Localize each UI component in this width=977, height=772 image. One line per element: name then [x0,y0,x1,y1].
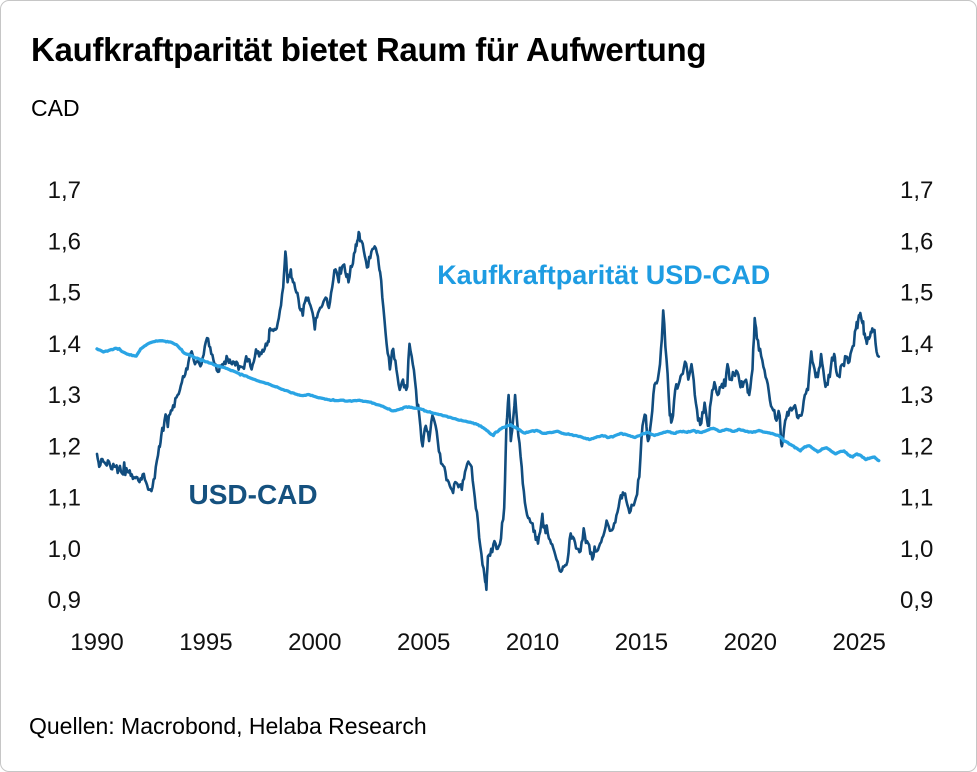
usdcad-series-line [95,230,881,592]
ppp-label: Kaufkraftparität USD-CAD [437,260,770,290]
y-tick-label-right: 1,0 [900,536,933,563]
y-tick-label-left: 1,0 [48,536,81,563]
source-attribution: Quellen: Macrobond, Helaba Research [29,713,427,739]
y-tick-label-left: 0,9 [48,587,81,614]
x-tick-label: 2015 [615,629,668,656]
y-tick-label-right: 1,3 [900,382,933,409]
y-tick-label-right: 1,1 [900,485,933,512]
y-tick-label-left: 1,7 [48,177,81,204]
x-tick-label: 2005 [397,629,450,656]
y-tick-label-left: 1,4 [48,331,81,358]
x-tick-label: 2020 [724,629,777,656]
y-tick-label-left: 1,2 [48,433,81,460]
y-axis-unit-label: CAD [31,95,80,121]
y-tick-label-right: 1,7 [900,177,933,204]
y-tick-label-left: 1,6 [48,228,81,255]
ppp-series-line [95,339,881,463]
x-tick-label: 2025 [833,629,886,656]
y-tick-label-right: 1,2 [900,433,933,460]
y-tick-label-right: 0,9 [900,587,933,614]
y-tick-label-left: 1,3 [48,382,81,409]
x-tick-label: 2010 [506,629,559,656]
chart-title: Kaufkraftparität bietet Raum für Aufwert… [31,31,707,68]
x-tick-label: 2000 [288,629,341,656]
usdcad-label: USD-CAD [189,479,318,510]
y-tick-label-right: 1,6 [900,228,933,255]
x-tick-label: 1990 [70,629,123,656]
y-tick-label-right: 1,4 [900,331,933,358]
y-tick-label-left: 1,1 [48,485,81,512]
y-tick-label-right: 1,5 [900,280,933,307]
y-tick-label-left: 1,5 [48,280,81,307]
x-tick-label: 1995 [179,629,232,656]
